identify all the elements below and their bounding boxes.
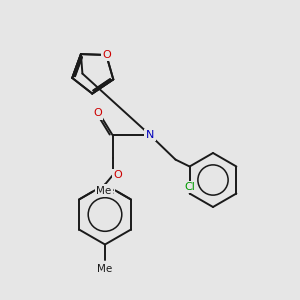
Text: Me: Me [99, 185, 114, 196]
Text: Me: Me [96, 185, 111, 196]
Text: N: N [146, 130, 154, 140]
Text: O: O [93, 108, 102, 118]
Text: O: O [102, 50, 111, 60]
Text: O: O [113, 170, 122, 181]
Text: Cl: Cl [184, 182, 195, 192]
Text: Me: Me [98, 264, 112, 274]
